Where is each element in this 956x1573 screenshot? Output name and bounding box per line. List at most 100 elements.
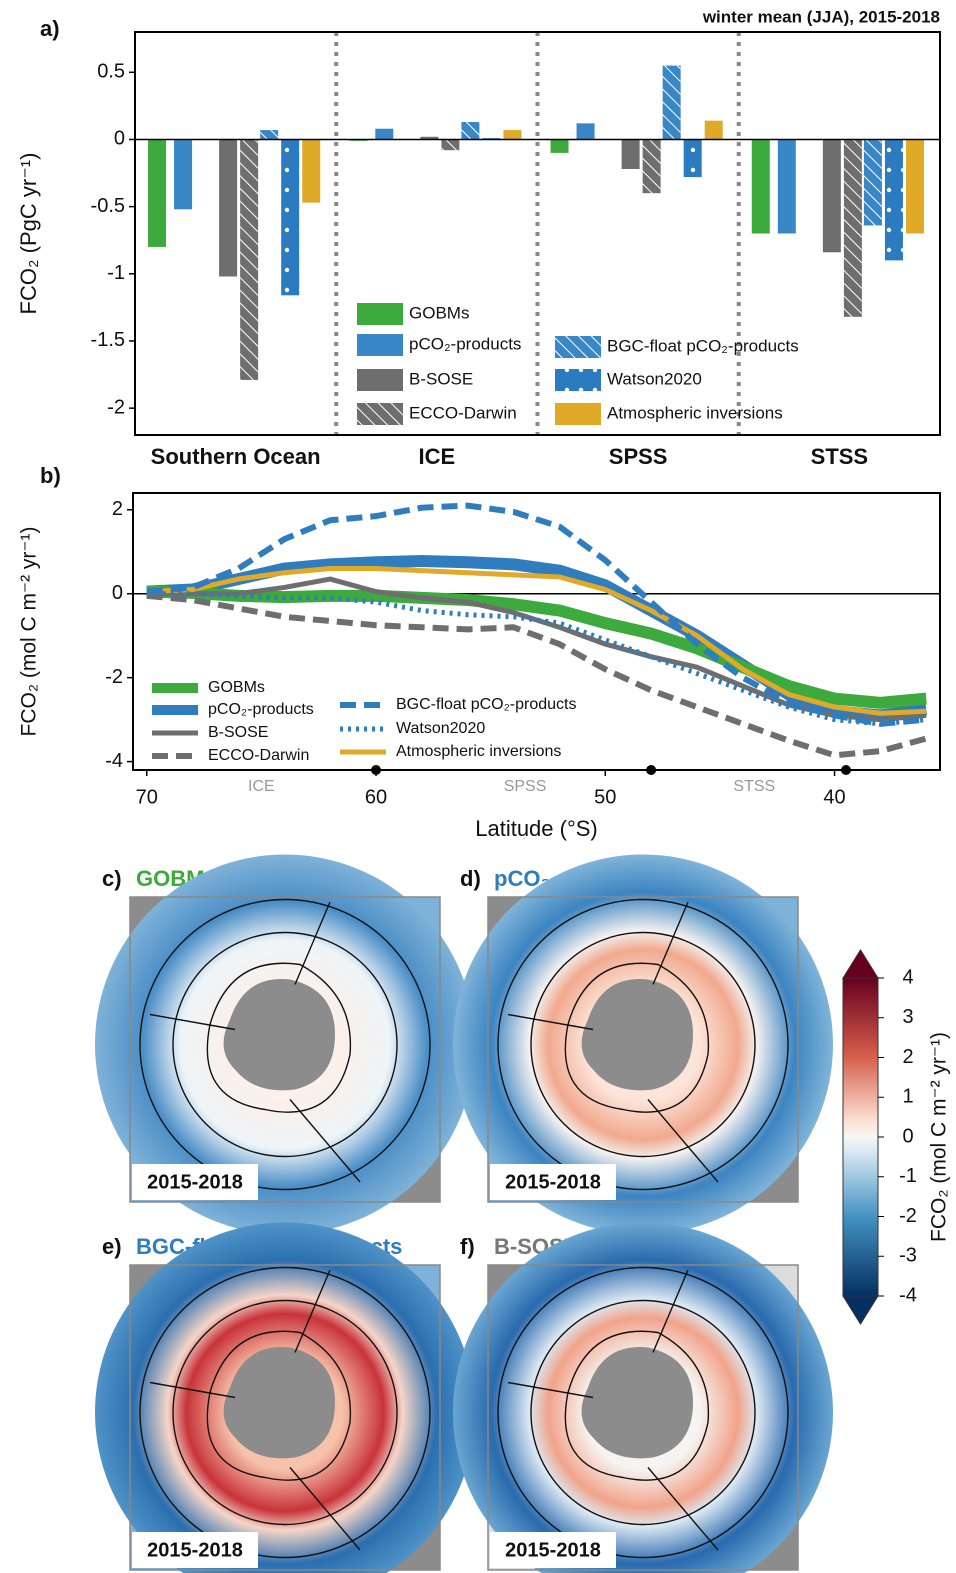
colorbar-label: FCO₂ (mol C m⁻² yr⁻¹)	[928, 1032, 951, 1242]
bar	[863, 139, 882, 226]
y-axis-label: FCO₂ (PgC yr⁻¹)	[16, 153, 41, 315]
front-mid	[172, 931, 398, 1158]
legend-label: Atmospheric inversions	[607, 403, 783, 422]
x-tick-label: ICE	[419, 444, 456, 469]
x-axis-label: Latitude (°S)	[475, 816, 598, 841]
bar-fill	[550, 139, 569, 153]
legend-label: pCO₂-products	[409, 334, 521, 353]
colorbar-tick-label: 0	[902, 1125, 913, 1147]
series-line	[146, 591, 927, 727]
legend-label: pCO₂-products	[208, 701, 314, 718]
x-tick-label: 60	[365, 786, 387, 808]
bar	[461, 122, 480, 140]
region-label: SPSS	[504, 778, 547, 795]
x-tick-label: STSS	[811, 444, 868, 469]
y-tick-label: 0	[114, 128, 125, 150]
legend-swatch-pattern	[555, 369, 601, 391]
colorbar-tick-label: 1	[902, 1086, 913, 1108]
period-label: 2015-2018	[505, 1171, 601, 1193]
antarctica	[223, 1347, 335, 1459]
legend-label: Watson2020	[607, 369, 702, 388]
y-axis-label: FCO₂ (mol C m⁻² yr⁻¹)	[18, 527, 41, 737]
y-tick-label: -4	[105, 750, 123, 772]
front-inner	[564, 1330, 710, 1481]
sector-line	[647, 1467, 719, 1551]
bar	[621, 139, 640, 170]
bar-fill	[905, 139, 924, 234]
bar	[375, 128, 394, 140]
map-frame	[129, 896, 441, 1203]
map-frame	[129, 1264, 441, 1571]
front-outer	[497, 1266, 789, 1559]
sector-line	[294, 1269, 331, 1353]
bar	[751, 139, 770, 234]
x-tick-label: SPSS	[609, 444, 668, 469]
bar-pattern	[441, 139, 460, 151]
series-line	[146, 566, 927, 716]
bar	[777, 139, 796, 234]
sector-line	[149, 1013, 236, 1031]
map-letter: c)	[102, 866, 122, 891]
bar-pattern	[884, 139, 903, 261]
sector-line	[507, 1381, 594, 1399]
sector-line	[652, 1269, 689, 1353]
period-box	[490, 1532, 616, 1568]
x-tick-label: 50	[594, 786, 616, 808]
panel-label: a)	[40, 16, 60, 41]
bar	[503, 130, 522, 140]
legend-label: GOBMs	[409, 303, 469, 322]
bar-fill	[751, 139, 770, 234]
bar	[704, 120, 723, 140]
front-mid	[530, 931, 756, 1158]
y-tick-label: -2	[105, 666, 123, 688]
front-outer	[497, 898, 789, 1191]
legend-label: B-SOSE	[409, 369, 473, 388]
bar-fill	[704, 120, 723, 140]
period-box	[490, 1164, 616, 1200]
legend-swatch	[357, 334, 403, 356]
map-letter: f)	[460, 1234, 475, 1259]
x-tick-label: 40	[823, 786, 845, 808]
bar-fill	[777, 139, 796, 234]
bar	[219, 139, 238, 277]
period-label: 2015-2018	[505, 1539, 601, 1561]
bar-fill	[174, 139, 193, 210]
bar-pattern	[260, 130, 279, 140]
front-inner	[564, 962, 710, 1113]
front-inner	[206, 1330, 352, 1481]
colorbar-tick-label: -1	[899, 1165, 917, 1187]
front-outer	[139, 898, 431, 1191]
antarctica	[223, 979, 335, 1091]
legend-label: Atmospheric inversions	[396, 743, 561, 760]
y-tick-label: -1	[107, 262, 125, 284]
bar	[302, 139, 321, 203]
legend-swatch	[357, 303, 403, 325]
subtitle: winter mean (JJA), 2015-2018	[702, 7, 940, 26]
panel-label: b)	[40, 463, 61, 488]
colorbar-bottom	[842, 1295, 879, 1325]
bar-fill	[503, 130, 522, 140]
colorbar-tick-label: -4	[899, 1284, 917, 1306]
bar-fill	[822, 139, 841, 253]
period-box	[132, 1164, 258, 1200]
y-tick-label: 0.5	[97, 61, 125, 83]
y-tick-label: 0	[112, 582, 123, 604]
x-tick-label: 70	[136, 786, 158, 808]
series-line	[146, 502, 927, 727]
legend-label: Watson2020	[396, 720, 485, 737]
bar	[642, 139, 661, 194]
sector-line	[652, 901, 689, 985]
bar	[905, 139, 924, 234]
bar-pattern	[863, 139, 882, 226]
sector-line	[149, 1381, 236, 1399]
sector-line	[294, 901, 331, 985]
bar	[420, 136, 439, 140]
legend-swatch	[555, 403, 601, 425]
bar-fill	[576, 123, 595, 140]
y-tick-label: -0.5	[91, 195, 125, 217]
map-letter: d)	[460, 866, 481, 891]
y-tick-label: 2	[112, 498, 123, 520]
bar-pattern	[683, 139, 702, 178]
sector-line	[647, 1099, 719, 1183]
sector-line	[289, 1099, 361, 1183]
